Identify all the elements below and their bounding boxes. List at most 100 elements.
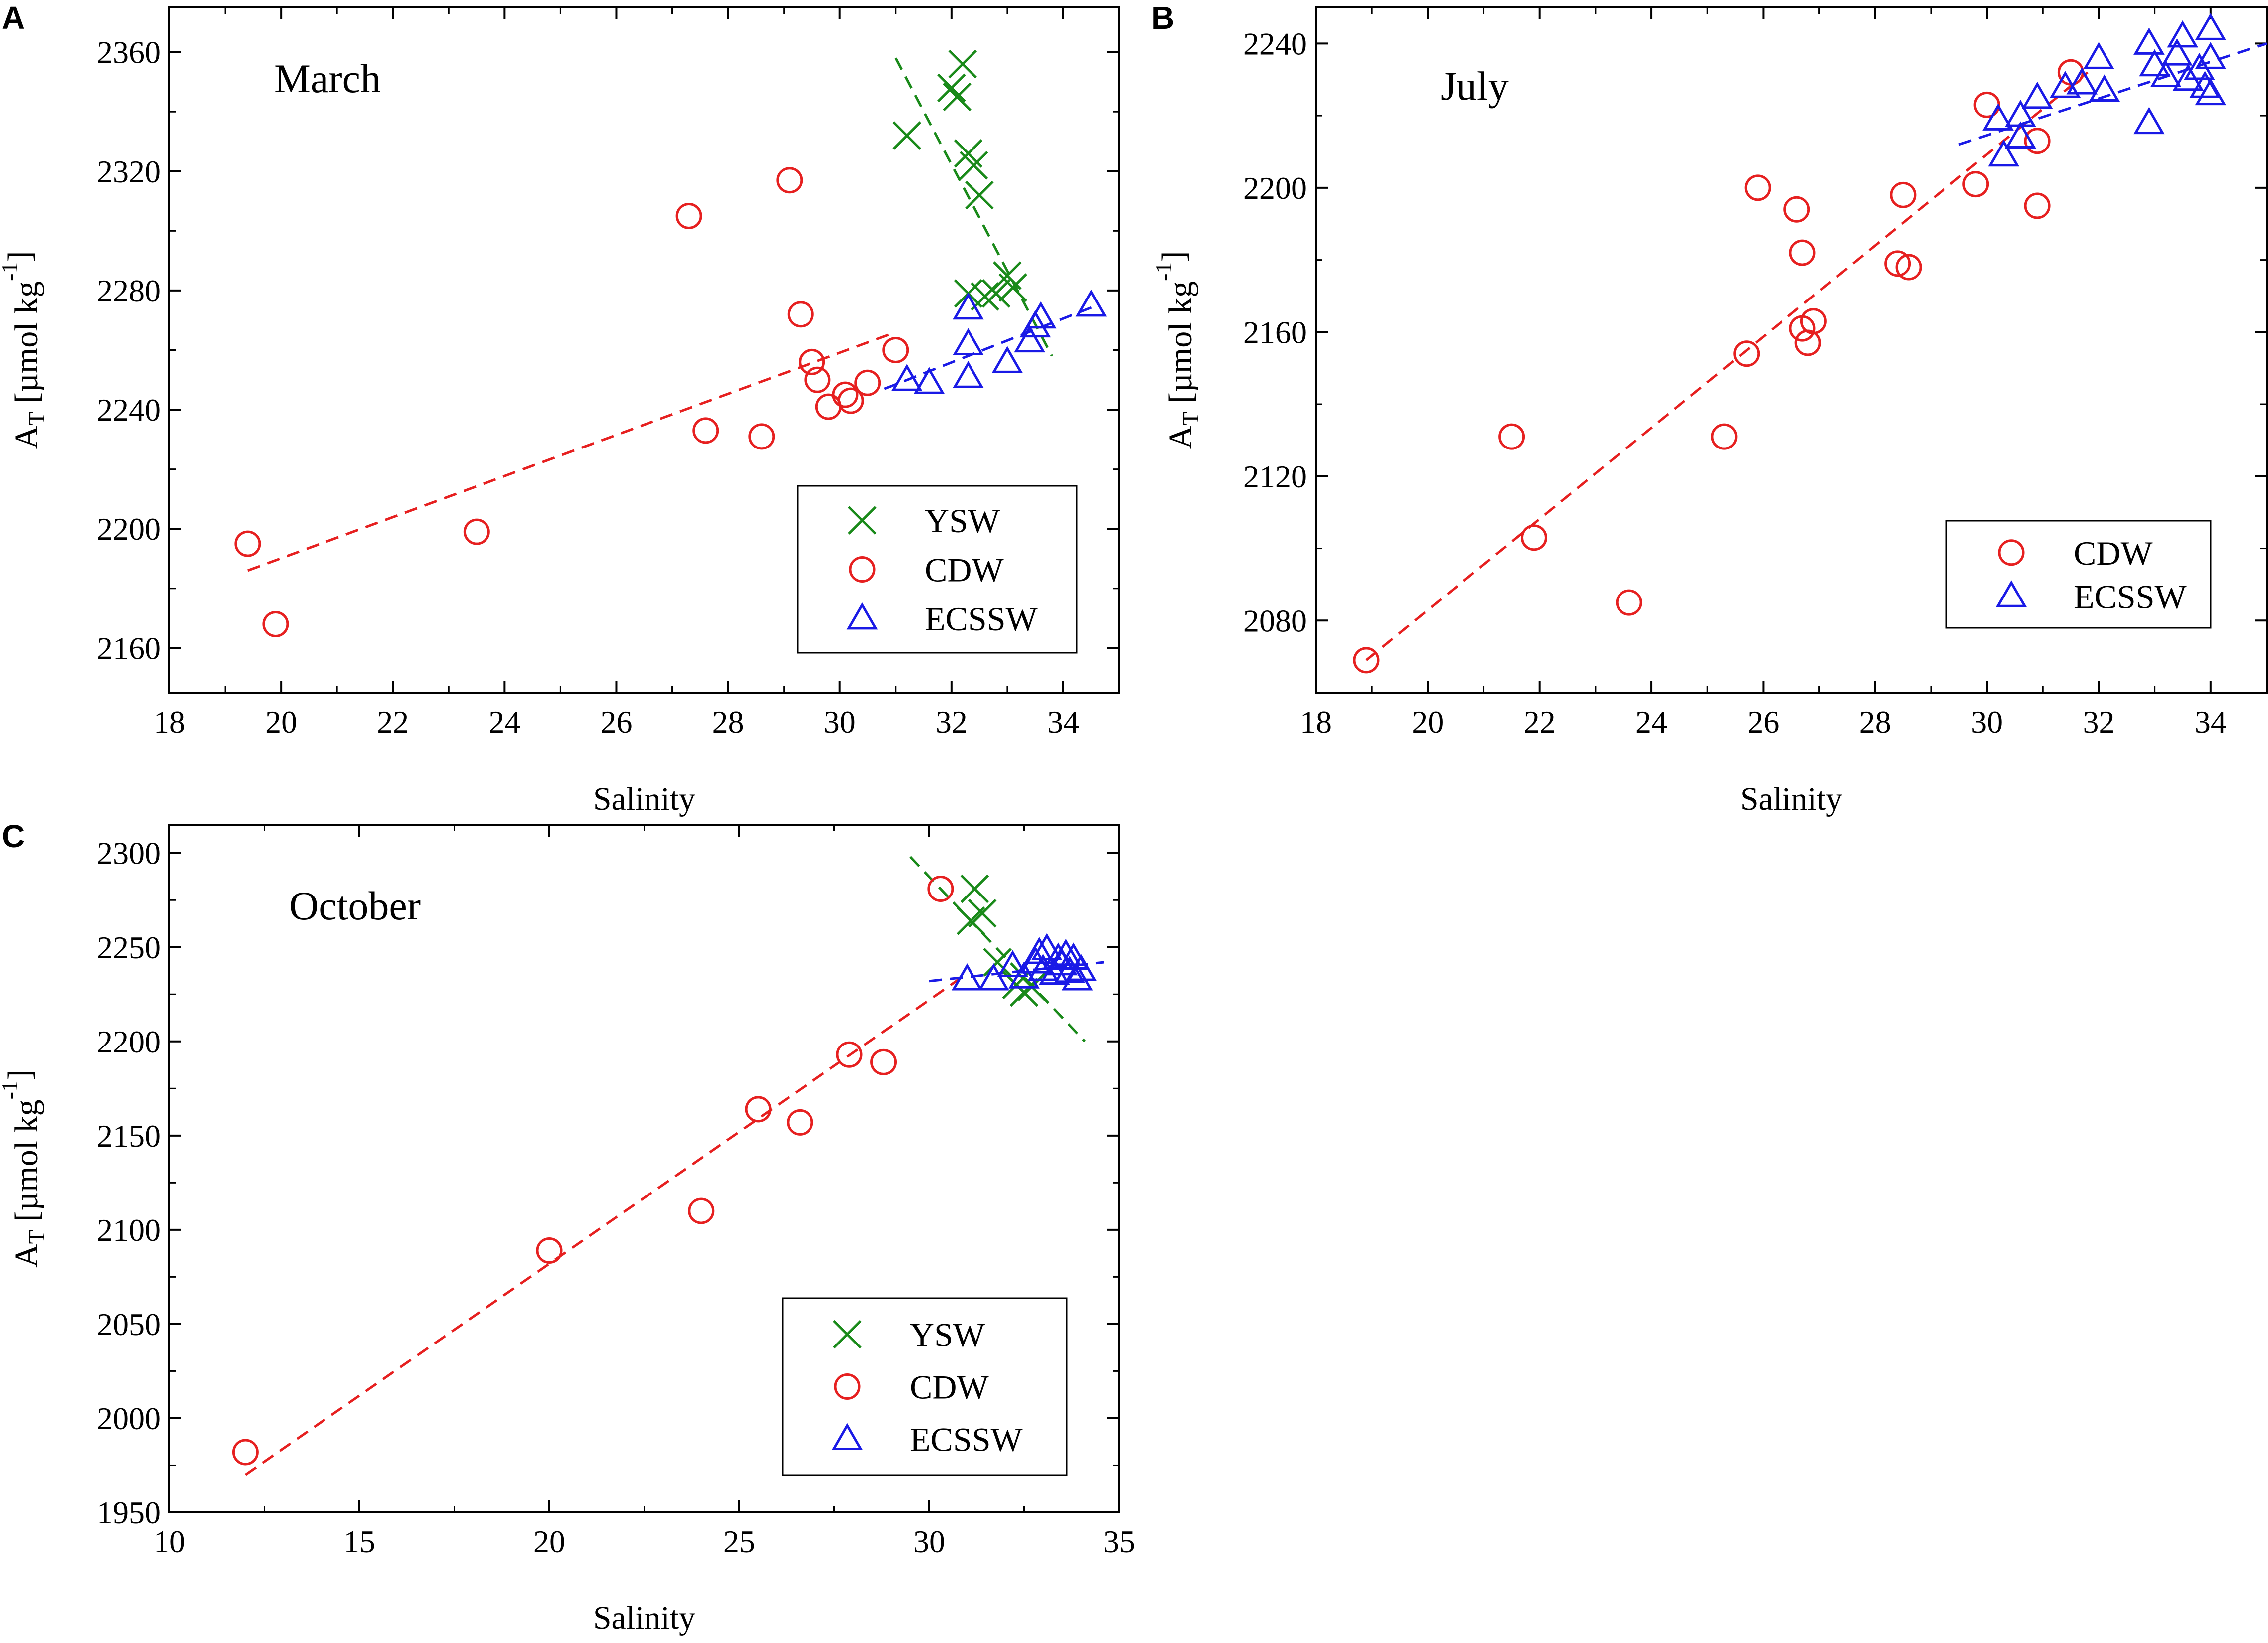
y-axis-title-part: -1 <box>0 262 22 281</box>
x-tick-label-b: 18 <box>1300 704 1332 740</box>
y-axis-title-part: ] <box>1 251 38 262</box>
legend-marker-ecssw <box>1995 580 2027 607</box>
fit-line-ysw-a <box>894 57 1053 357</box>
point-cdw <box>1794 329 1821 356</box>
fit-line-ecssw-a <box>884 304 1098 390</box>
point-ecssw <box>1982 103 2014 131</box>
fit-line-ecssw-c <box>929 961 1104 983</box>
point-cdw <box>745 1096 772 1123</box>
y-tick-label-a: 2320 <box>97 154 161 189</box>
x-tick-label-b: 26 <box>1747 704 1779 740</box>
y-axis-title-part: A <box>8 1244 45 1268</box>
point-cdw <box>1895 254 1922 281</box>
legend-box-a <box>797 485 1078 654</box>
point-ysw <box>965 180 994 210</box>
y-tick-label-b: 2160 <box>1243 314 1307 350</box>
point-ysw <box>983 948 1012 977</box>
series-ecssw-a <box>891 289 1107 394</box>
x-tick-label-a: 34 <box>1047 704 1079 740</box>
y-tick-label-b: 2240 <box>1243 26 1307 61</box>
point-ecssw <box>2133 27 2165 55</box>
y-tick-label-a: 2280 <box>97 273 161 308</box>
x-tick-label-c: 20 <box>533 1524 565 1559</box>
panel-letter-a: A <box>2 0 25 36</box>
y-tick-label-a: 2200 <box>97 511 161 547</box>
point-cdw <box>1744 174 1771 201</box>
y-axis-title-part: ] <box>1 1069 38 1080</box>
point-ecssw <box>2195 13 2227 40</box>
point-cdw <box>1783 196 1810 223</box>
x-tick-label-c: 15 <box>343 1524 375 1559</box>
point-cdw <box>748 423 775 450</box>
series-ecssw-c <box>951 933 1097 991</box>
y-axis-title-c: AT [µmol kg-1] <box>0 1069 49 1268</box>
legend-marker-cdw <box>834 1373 861 1400</box>
x-tick-label-a: 26 <box>600 704 632 740</box>
x-tick-label-a: 28 <box>712 704 744 740</box>
y-tick-label-c: 2200 <box>97 1024 161 1059</box>
legend-marker-cdw <box>849 556 876 583</box>
y-axis-title-part: A <box>1162 425 1199 449</box>
series-ysw-a <box>892 49 1027 311</box>
point-ysw <box>948 49 977 79</box>
panel-c: C 10 15 20 25 30 35 1950 2000 2050 2100 2150 2200 225… <box>0 818 1135 1636</box>
x-tick-label-a: 22 <box>377 704 409 740</box>
legend-label-cdw: CDW <box>2074 534 2153 572</box>
y-tick-label-c: 2250 <box>97 930 161 965</box>
y-tick-label-c: 2050 <box>97 1307 161 1342</box>
point-ecssw <box>2161 38 2193 66</box>
legend-box-c <box>782 1297 1068 1476</box>
legend-label-ecssw: ECSSW <box>910 1421 1023 1459</box>
point-ysw <box>937 73 966 103</box>
point-ysw <box>998 273 1027 302</box>
x-tick-label-a: 32 <box>936 704 968 740</box>
y-tick-label-b: 2200 <box>1243 170 1307 206</box>
y-tick-label-c: 2300 <box>97 836 161 871</box>
point-ecssw <box>2195 78 2227 106</box>
legend-label-cdw: CDW <box>925 551 1004 589</box>
point-ysw <box>968 898 997 928</box>
series-cdw-a <box>234 167 909 637</box>
point-ecssw <box>2021 81 2053 109</box>
legend-label-ysw: YSW <box>925 502 1000 540</box>
legend-label-ecssw: ECSSW <box>2074 578 2187 615</box>
panel-b: B 18 20 22 24 26 28 30 32 34 2080 2120 2160 2200 2240 S… <box>1151 0 2268 817</box>
point-cdw <box>692 417 719 444</box>
legend-b: CDW ECSSW <box>1945 520 2212 629</box>
point-cdw <box>836 1041 863 1068</box>
x-tick-label-b: 30 <box>1971 704 2003 740</box>
point-ysw <box>1009 978 1039 1007</box>
point-cdw <box>1884 250 1911 277</box>
point-ecssw <box>1075 289 1107 317</box>
point-ecssw <box>1061 963 1093 991</box>
y-axis-title-part: [µmol kg <box>8 1099 45 1230</box>
legend-marker-cdw <box>1998 539 2025 566</box>
x-tick-label-b: 22 <box>1524 704 1556 740</box>
y-tick-label-c: 1950 <box>97 1495 161 1530</box>
point-cdw <box>1616 589 1642 616</box>
panel-letter-b: B <box>1151 0 1174 36</box>
point-cdw <box>536 1237 563 1264</box>
legend-label-ysw: YSW <box>910 1316 985 1354</box>
x-tick-label-b: 32 <box>2083 704 2114 740</box>
point-ecssw <box>1031 933 1063 961</box>
point-ecssw <box>891 364 923 391</box>
y-axis-title-part: ] <box>1155 251 1192 262</box>
point-cdw <box>1733 340 1760 367</box>
point-ysw <box>892 121 921 150</box>
point-ecssw <box>1020 946 1051 974</box>
point-cdw <box>2024 128 2051 154</box>
legend-box-b <box>1945 520 2212 629</box>
point-ecssw <box>2089 74 2120 102</box>
point-ecssw <box>2139 49 2170 77</box>
point-cdw <box>787 301 814 328</box>
point-ecssw <box>997 950 1028 978</box>
point-ecssw <box>2083 42 2114 69</box>
point-ysw <box>959 151 988 180</box>
series-cdw-c <box>232 876 954 1466</box>
point-ecssw <box>1014 325 1046 353</box>
point-ecssw <box>2189 71 2221 98</box>
point-ecssw <box>1065 954 1097 981</box>
y-axis-title-part: -1 <box>1151 262 1176 281</box>
x-tick-label-b: 34 <box>2195 704 2227 740</box>
